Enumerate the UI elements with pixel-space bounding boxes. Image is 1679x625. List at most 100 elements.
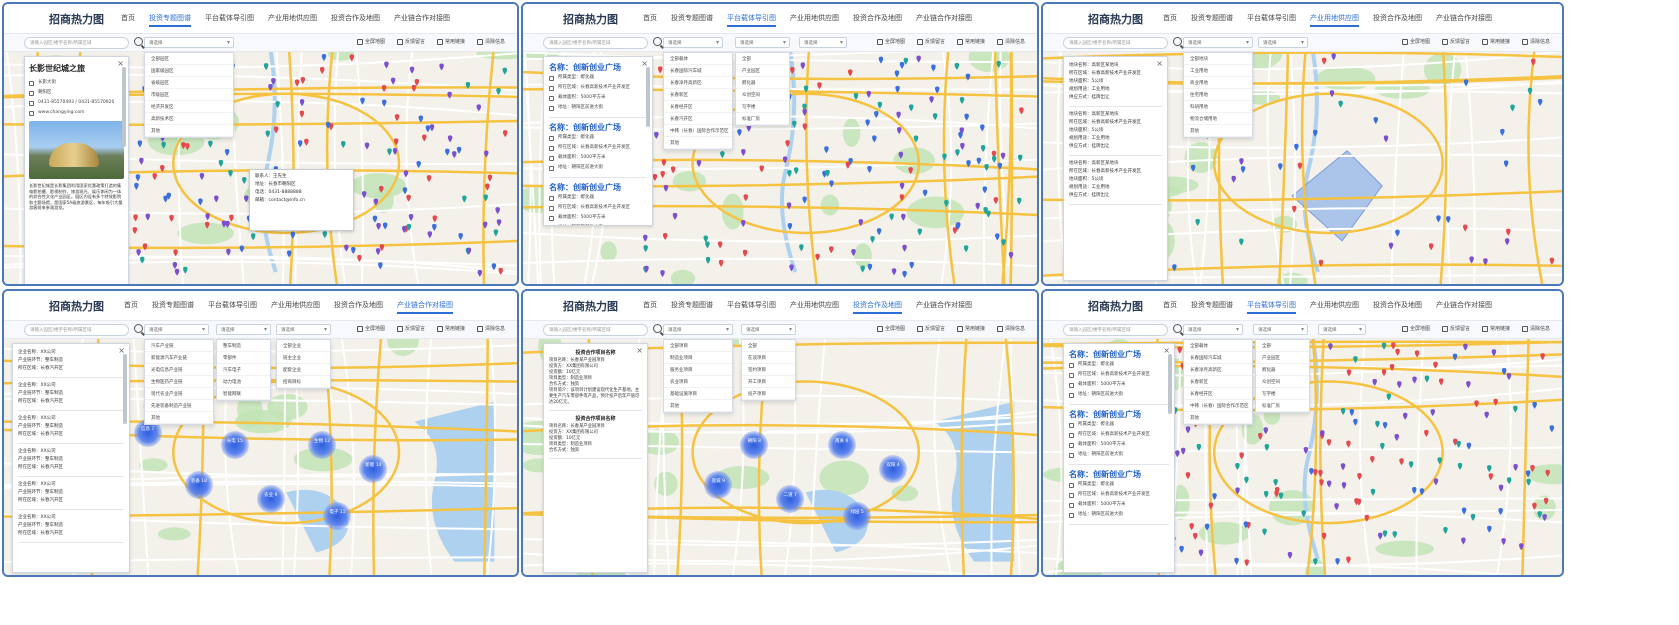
close-icon[interactable]: × xyxy=(118,346,125,355)
nav-item-3[interactable]: 产业用地供应图 xyxy=(1310,13,1359,27)
tool-trash[interactable]: 清除信息 xyxy=(1521,325,1550,332)
list-item[interactable]: 企业名称：XX公司 产业链环节：整车制造 所在区域：长春汽开区 xyxy=(18,415,124,439)
dropdown-option[interactable]: 光电信息产业链 xyxy=(145,364,213,376)
carrier-card[interactable]: 名称：创新创业广场 所属类型：孵化器 所在区域：长春高新技术产业开发区 载体面积：50… xyxy=(549,122,647,173)
dropdown-option[interactable]: 汽车电子 xyxy=(217,364,270,376)
nav-item-2[interactable]: 平台载体导引图 xyxy=(1247,300,1296,314)
dropdown-option[interactable]: 众创空间 xyxy=(736,89,789,101)
list-item[interactable]: 企业名称：XX公司 产业链环节：整车制造 所在区域：长春汽开区 xyxy=(18,382,124,406)
dropdown-option[interactable]: 长春净月高新区 xyxy=(1184,364,1252,376)
tool-message[interactable]: 反馈留言 xyxy=(1441,325,1470,332)
nav-item-4[interactable]: 投资合作及地图 xyxy=(1373,301,1422,309)
search-input[interactable]: 请输入园区/楼宇名称/所属区域 xyxy=(24,324,129,336)
nav-item-0[interactable]: 首页 xyxy=(1163,14,1177,22)
dropdown-option[interactable]: 全部项目 xyxy=(664,340,732,352)
scrollbar[interactable] xyxy=(123,354,127,424)
nav-item-3[interactable]: 产业用地供应图 xyxy=(268,14,317,22)
tool-link[interactable]: 常用链接 xyxy=(1481,325,1510,332)
area-select[interactable]: 请选择 xyxy=(1183,37,1253,48)
scrollbar[interactable] xyxy=(646,67,650,127)
close-icon[interactable]: × xyxy=(636,346,643,355)
cluster-marker[interactable]: 南关 6 xyxy=(827,431,856,460)
scrollbar[interactable] xyxy=(1168,354,1172,414)
dropdown-option[interactable]: 全部 xyxy=(736,53,789,65)
nav-item-1[interactable]: 投资专题图谱 xyxy=(152,301,194,309)
cluster-marker[interactable]: 二道 7 xyxy=(776,485,805,514)
dropdown-option[interactable]: 国家级园区 xyxy=(145,65,233,77)
cluster-marker[interactable]: 光电 15 xyxy=(220,431,249,460)
dropdown-option[interactable]: 配套企业 xyxy=(277,364,330,376)
tool-fullscreen[interactable]: 全屏地图 xyxy=(356,38,385,45)
project-type-select[interactable]: 请选择 xyxy=(663,324,733,335)
search-input[interactable]: 请输入园区/楼宇名称/所属区域 xyxy=(1063,37,1168,49)
dropdown-option[interactable]: 招商目标 xyxy=(277,376,330,388)
search-icon[interactable] xyxy=(653,324,662,333)
dropdown-option[interactable]: 其他 xyxy=(664,400,732,412)
nav-item-4[interactable]: 投资合作及地图 xyxy=(853,14,902,22)
dropdown-option[interactable]: 先进装备制造产业链 xyxy=(145,400,213,412)
dropdown-option[interactable]: 智能网联 xyxy=(217,388,270,400)
dropdown-option[interactable]: 动力电池 xyxy=(217,376,270,388)
tool-trash[interactable]: 清除信息 xyxy=(476,38,505,45)
tool-message[interactable]: 反馈留言 xyxy=(396,38,425,45)
tool-message[interactable]: 反馈留言 xyxy=(916,325,945,332)
tool-message[interactable]: 反馈留言 xyxy=(396,325,425,332)
cluster-marker[interactable]: 双阳 4 xyxy=(879,454,908,483)
carrier-card[interactable]: 名称：创新创业广场 所属类型：孵化器 所在区域：长春高新技术产业开发区 载体面积：50… xyxy=(1069,469,1169,520)
dropdown-option[interactable]: 长春新区 xyxy=(664,89,732,101)
close-icon[interactable]: × xyxy=(1163,346,1170,355)
type-select[interactable]: 请选择 xyxy=(1253,324,1308,335)
size-select[interactable]: 请选择 xyxy=(1318,324,1366,335)
nav-item-2[interactable]: 平台载体导引图 xyxy=(727,13,776,27)
nav-item-3[interactable]: 产业用地供应图 xyxy=(790,14,839,22)
dropdown-option[interactable]: 开工项目 xyxy=(742,376,795,388)
dropdown-option[interactable]: 链主企业 xyxy=(277,352,330,364)
dropdown-option[interactable]: 孵化器 xyxy=(736,77,789,89)
area-select[interactable]: 请选择 xyxy=(1183,324,1243,335)
chain-select[interactable]: 请选择 xyxy=(144,324,209,335)
tool-message[interactable]: 反馈留言 xyxy=(916,38,945,45)
nav-item-3[interactable]: 产业用地供应图 xyxy=(1310,301,1359,309)
tool-fullscreen[interactable]: 全屏地图 xyxy=(876,325,905,332)
nav-item-3[interactable]: 产业用地供应图 xyxy=(790,301,839,309)
nav-item-4[interactable]: 投资合作及地图 xyxy=(853,300,902,314)
nav-item-1[interactable]: 投资专题图谱 xyxy=(1191,301,1233,309)
nav-item-5[interactable]: 产业链合作对接图 xyxy=(916,14,972,22)
tool-link[interactable]: 常用链接 xyxy=(956,38,985,45)
dropdown-option[interactable]: 制造业项目 xyxy=(664,352,732,364)
nav-item-1[interactable]: 投资专题图谱 xyxy=(1191,14,1233,22)
nav-item-2[interactable]: 平台载体导引图 xyxy=(208,301,257,309)
dropdown-option[interactable]: 产业园区 xyxy=(1256,352,1309,364)
list-item[interactable]: 地块名称：高新区某地块 所在区域：长春高新技术产业开发区 地块面积：5公顷 规划用途：… xyxy=(1069,160,1162,200)
dropdown-option[interactable]: 全部载体 xyxy=(664,53,732,65)
search-icon[interactable] xyxy=(653,37,662,46)
dropdown-option[interactable]: 在谈项目 xyxy=(742,352,795,364)
dropdown-option[interactable]: 基础设施项目 xyxy=(664,388,732,400)
nav-item-0[interactable]: 首页 xyxy=(643,301,657,309)
project-card[interactable]: 投资合作项目名称 项目名称：长春某产业园项目 投资方：XX集团有限公司 投资额：10亿… xyxy=(549,415,642,454)
tool-trash[interactable]: 清除信息 xyxy=(996,325,1025,332)
list-item[interactable]: 企业名称：XX公司 产业链环节：整车制造 所在区域：长春汽开区 xyxy=(18,349,124,373)
cluster-marker[interactable]: 新能 14 xyxy=(359,454,388,483)
area-select[interactable]: 请选择 xyxy=(663,37,723,48)
search-input[interactable]: 请输入园区/楼宇名称/所属区域 xyxy=(543,324,648,336)
nav-item-1[interactable]: 投资专题图谱 xyxy=(671,301,713,309)
dropdown-option[interactable]: 省级园区 xyxy=(145,77,233,89)
scrollbar[interactable] xyxy=(122,67,126,147)
dropdown-option[interactable]: 标准厂房 xyxy=(736,113,789,125)
dropdown-option[interactable]: 全部载体 xyxy=(1184,340,1252,352)
close-icon[interactable]: × xyxy=(641,59,648,68)
dropdown-option[interactable]: 全部 xyxy=(742,340,795,352)
nav-item-0[interactable]: 首页 xyxy=(124,301,138,309)
dropdown-option[interactable]: 商业用地 xyxy=(1184,77,1252,89)
tool-fullscreen[interactable]: 全屏地图 xyxy=(1401,38,1430,45)
nav-item-0[interactable]: 首页 xyxy=(121,14,135,22)
cluster-marker[interactable]: 绿园 5 xyxy=(843,502,872,530)
carrier-card[interactable]: 名称：创新创业广场 所属类型：孵化器 所在区域：长春高新技术产业开发区 载体面积：50… xyxy=(549,182,647,225)
nav-item-5[interactable]: 产业链合作对接图 xyxy=(1436,301,1492,309)
status-select[interactable]: 请选择 xyxy=(741,324,796,335)
dropdown-option[interactable]: 中韩（长春）国际合作示范区 xyxy=(1184,400,1252,412)
dropdown-option[interactable]: 科研用地 xyxy=(1184,101,1252,113)
project-card[interactable]: 投资合作项目名称 项目名称：长春某产业园项目 投资方：XX集团有限公司 投资额：10亿… xyxy=(549,349,642,406)
search-input[interactable]: 请输入园区/楼宇名称/所属区域 xyxy=(24,37,129,49)
